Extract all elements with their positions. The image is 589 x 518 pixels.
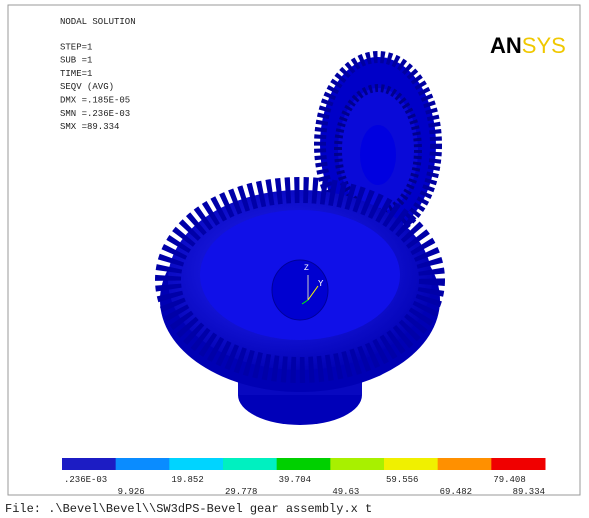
logo: ANSYS [490,33,566,58]
legend-label: 9.926 [118,487,145,497]
legend-label: 59.556 [386,475,418,485]
legend-label: 29.778 [225,487,257,497]
triad-z: Z [304,264,309,273]
legend-swatch [62,458,116,470]
header-line: DMX =.185E-05 [60,96,130,106]
triad-y: Y [318,279,324,289]
legend-label: 19.852 [171,475,203,485]
legend-label: .236E-03 [64,475,107,485]
legend-swatch [438,458,492,470]
logo-dark: AN [490,33,522,58]
legend-swatch [116,458,170,470]
header-line: SEQV (AVG) [60,82,114,92]
logo-light: SYS [522,33,566,58]
header-line: SUB =1 [60,56,92,66]
header-line: SMN =.236E-03 [60,109,130,119]
legend-label: 39.704 [279,475,311,485]
legend-swatch [223,458,277,470]
header-line: STEP=1 [60,42,92,52]
legend-label: 49.63 [332,487,359,497]
header-line: SMX =89.334 [60,122,119,132]
legend-swatch [330,458,384,470]
legend-label: 89.334 [513,487,545,497]
legend-swatch [277,458,331,470]
header-line: TIME=1 [60,69,92,79]
header-line: NODAL SOLUTION [60,17,136,27]
legend-label: 79.408 [493,475,525,485]
legend-swatch [169,458,223,470]
file-path: File: .\Bevel\Bevel\\SW3dPS-Bevel gear a… [5,502,372,516]
legend-swatch [384,458,438,470]
legend-label: 69.482 [440,487,472,497]
screen: Z Y ANSYS File: .\Bevel\Bevel\\SW3dPS-Be… [0,0,589,518]
legend-swatch [491,458,545,470]
